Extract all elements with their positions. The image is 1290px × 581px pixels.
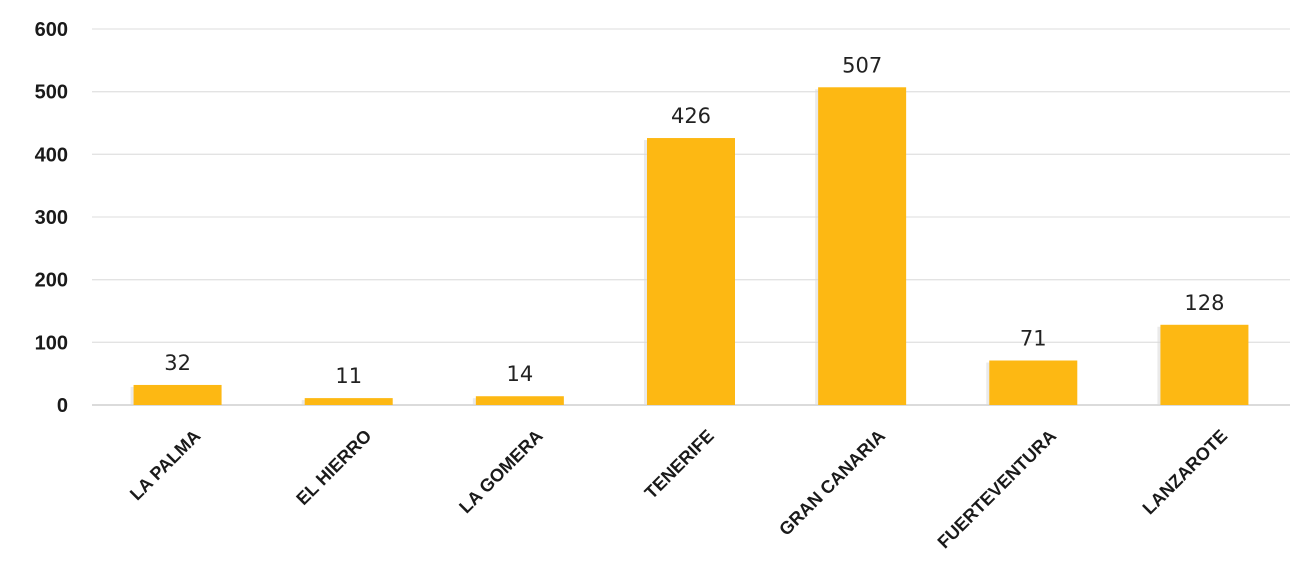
x-tick-label: TENERIFE [641, 426, 718, 503]
bar [989, 360, 1078, 405]
data-label: 11 [335, 364, 362, 388]
data-label: 14 [506, 362, 533, 386]
bar [818, 87, 907, 405]
data-label: 32 [164, 351, 191, 375]
x-tick-label: LA PALMA [126, 426, 204, 504]
data-label: 128 [1184, 291, 1224, 315]
y-tick-label: 100 [35, 332, 68, 354]
y-tick-label: 500 [35, 82, 68, 104]
x-tick-label: FUERTEVENTURA [934, 426, 1061, 553]
bar [304, 398, 393, 405]
y-tick-label: 600 [35, 19, 68, 41]
x-tick-label: EL HIERRO [292, 426, 375, 509]
data-label: 426 [671, 104, 711, 128]
x-tick-label: GRAN CANARIA [775, 426, 889, 540]
y-tick-label: 200 [35, 270, 68, 292]
bar [1160, 324, 1249, 405]
x-axis-ticks: LA PALMA EL HIERRO LA GOMERA TENERIFE GRAN C… [126, 426, 1231, 553]
data-label: 71 [1020, 327, 1047, 351]
bar [133, 384, 222, 405]
bar [647, 138, 735, 406]
y-tick-label: 0 [57, 395, 68, 417]
y-tick-label: 300 [35, 207, 68, 229]
x-tick-label: LA GOMERA [455, 426, 546, 517]
data-label: 507 [842, 53, 882, 77]
bar [475, 396, 564, 405]
x-tick-label: LANZAROTE [1139, 426, 1232, 519]
y-axis-ticks: 0 100 200 300 400 500 600 [35, 19, 68, 417]
y-tick-label: 400 [35, 144, 68, 166]
data-labels: 32 11 14 426 507 71 128 [164, 53, 1224, 388]
bars [130, 87, 1249, 407]
